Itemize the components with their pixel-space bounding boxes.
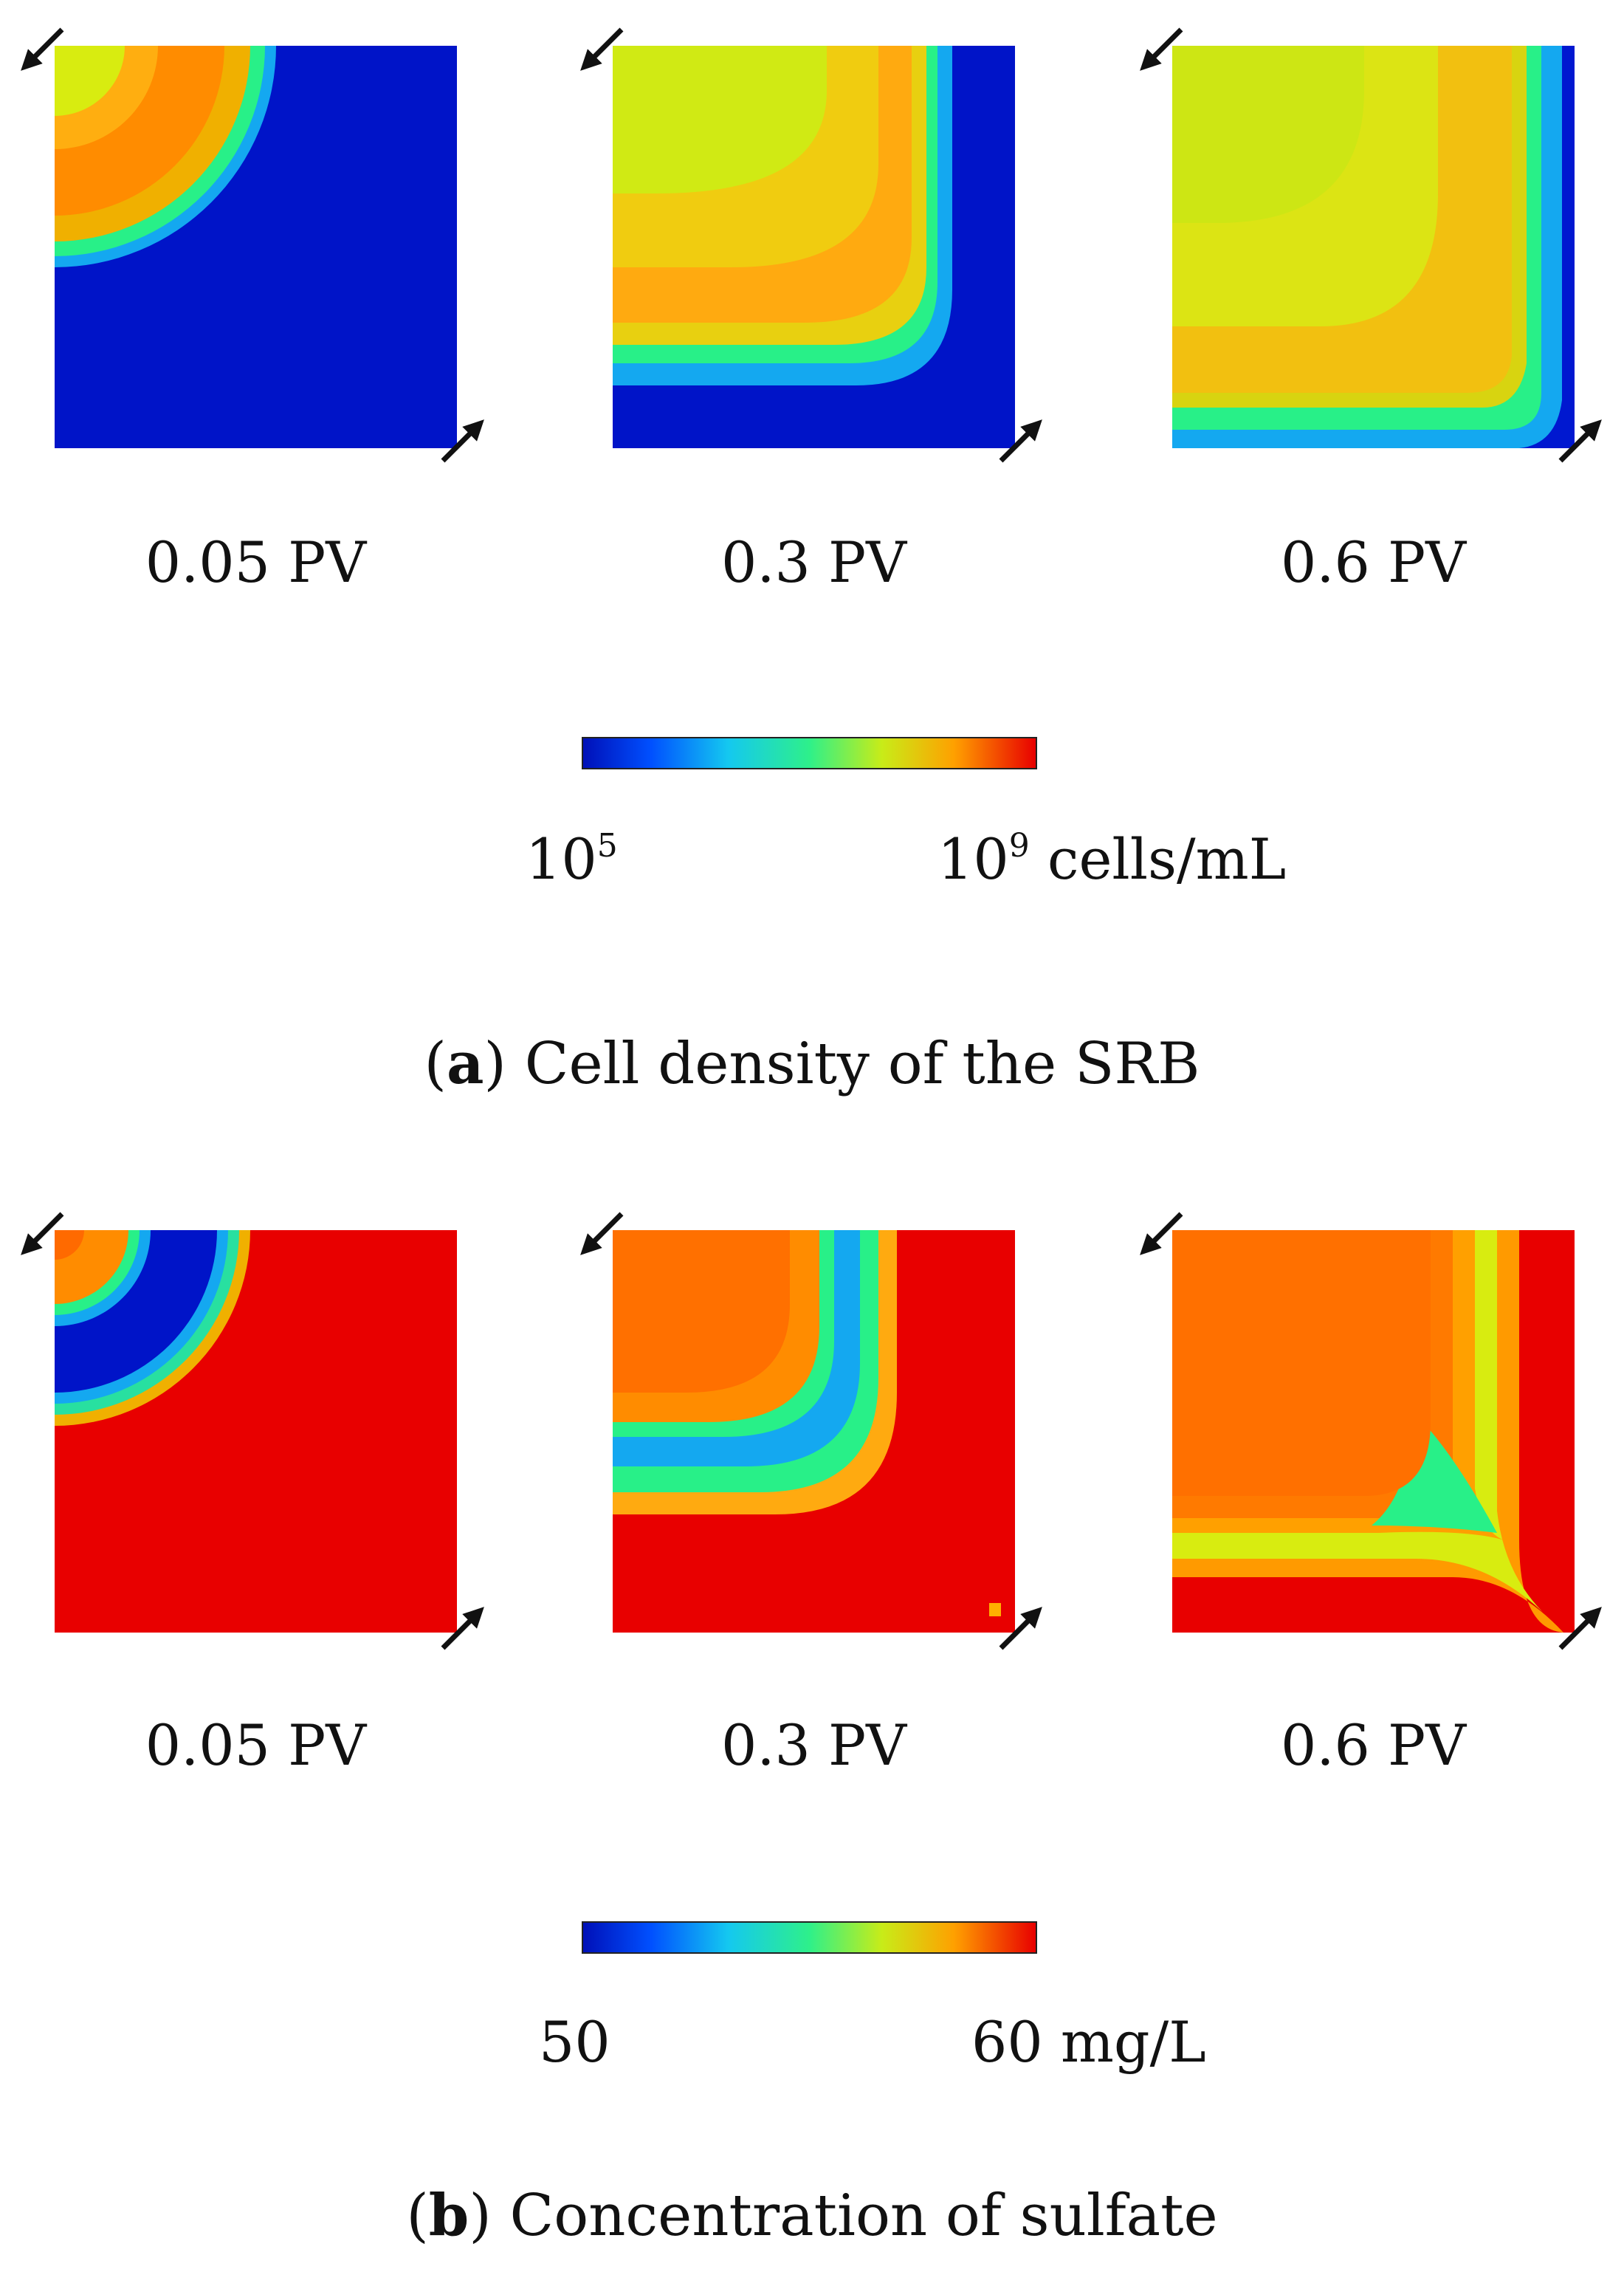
panel-label: 0.05 PV bbox=[145, 529, 367, 595]
inlet-arrow-icon bbox=[1140, 1211, 1184, 1255]
outlet-arrow-icon bbox=[1558, 1607, 1602, 1651]
outlet-arrow-icon bbox=[1558, 419, 1602, 464]
inlet-arrow-icon bbox=[21, 27, 65, 71]
srb-panel-03 bbox=[613, 46, 1015, 448]
sulfate-panel-06 bbox=[1172, 1230, 1575, 1633]
panel-label: 0.3 PV bbox=[720, 529, 907, 595]
srb-panel-005 bbox=[55, 46, 457, 448]
colorbar-sulfate bbox=[582, 1921, 1037, 1954]
panel-label: 0.6 PV bbox=[1280, 1712, 1467, 1778]
srb-panel-06 bbox=[1172, 46, 1575, 448]
colorbar-srb bbox=[582, 737, 1037, 769]
caption-b: (b) Concentration of sulfate bbox=[406, 2182, 1218, 2249]
inlet-arrow-icon bbox=[21, 1211, 65, 1255]
colorbar-max-label: 109 cells/mL bbox=[937, 826, 1287, 892]
sulfate-panel-005 bbox=[55, 1230, 457, 1633]
inlet-arrow-icon bbox=[580, 1211, 625, 1255]
caption-a: (a) Cell density of the SRB bbox=[424, 1030, 1200, 1097]
panel-label: 0.05 PV bbox=[145, 1712, 367, 1778]
outlet-arrow-icon bbox=[440, 1607, 484, 1651]
colorbar-max-label: 60 mg/L bbox=[971, 2009, 1206, 2075]
colorbar-min-label: 105 bbox=[526, 826, 618, 892]
outlet-arrow-icon bbox=[998, 419, 1042, 464]
colorbar-min-label: 50 bbox=[539, 2009, 610, 2075]
outlet-arrow-icon bbox=[440, 419, 484, 464]
panel-label: 0.3 PV bbox=[720, 1712, 907, 1778]
sulfate-panel-03 bbox=[613, 1230, 1015, 1633]
inlet-arrow-icon bbox=[1140, 27, 1184, 71]
inlet-arrow-icon bbox=[580, 27, 625, 71]
outlet-arrow-icon bbox=[998, 1607, 1042, 1651]
panel-label: 0.6 PV bbox=[1280, 529, 1467, 595]
